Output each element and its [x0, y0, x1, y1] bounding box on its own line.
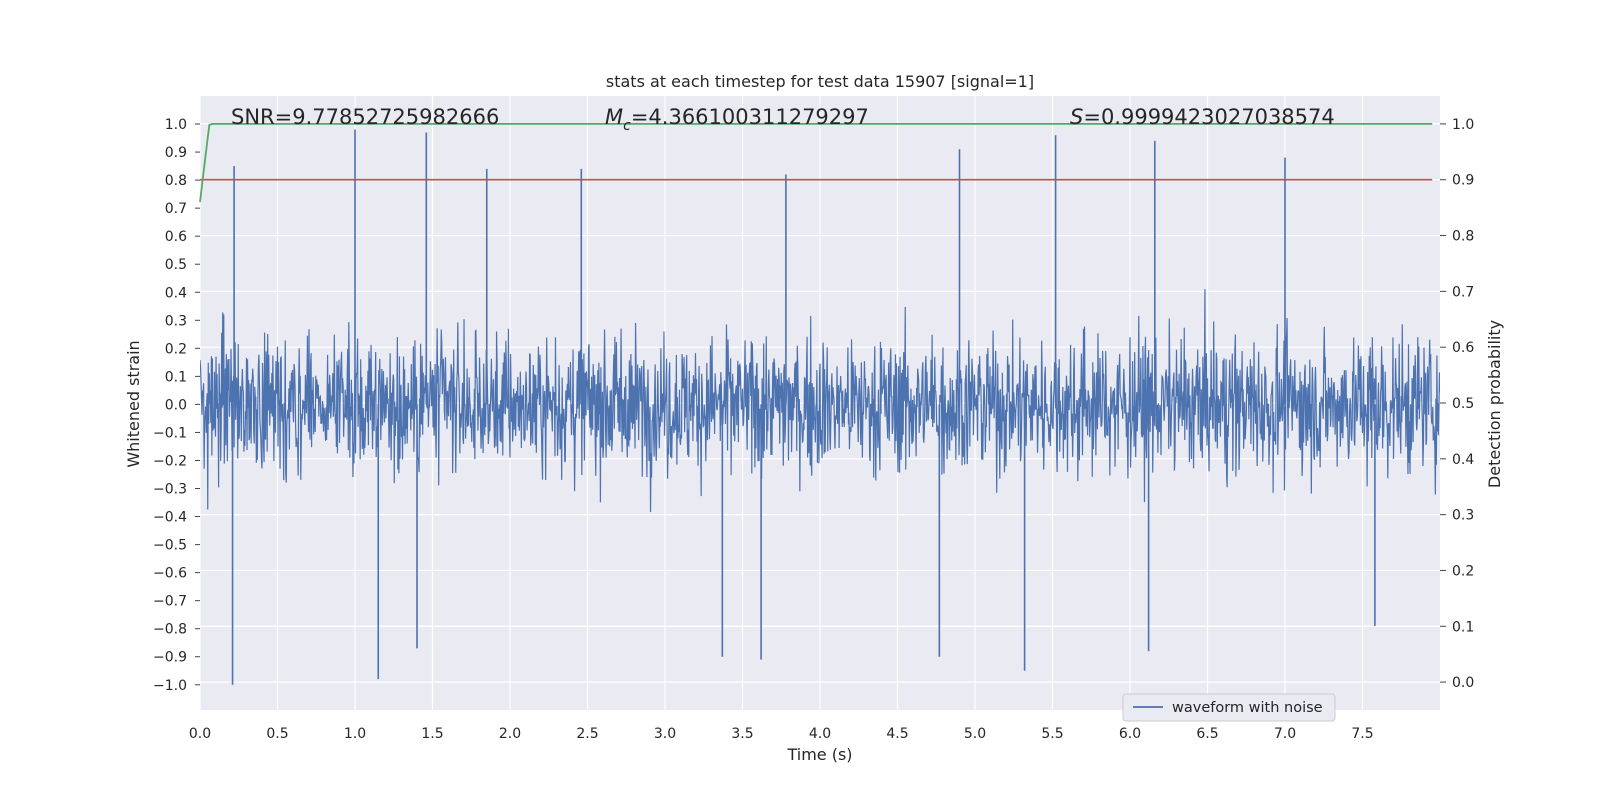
y-tick-label-18: −0.8 — [153, 622, 187, 638]
y-tick-label-8: 0.2 — [165, 341, 187, 357]
y-tick-label-9: 0.1 — [165, 369, 187, 385]
y-tick-label-4: 0.6 — [165, 229, 187, 245]
snr-annotation: SNR=9.77852725982666 — [231, 105, 499, 129]
y2-tick-label-7: 0.3 — [1452, 508, 1474, 524]
y-tick-label-5: 0.5 — [165, 257, 187, 273]
waveform-series-line — [200, 289, 1440, 513]
y-tick-label-16: −0.6 — [153, 566, 187, 582]
y2-tick-label-1: 0.9 — [1452, 173, 1474, 189]
x-tick-label-1: 0.5 — [266, 726, 288, 742]
y-tick-label-20: −1.0 — [153, 678, 187, 694]
y-tick-label-10: 0.0 — [165, 397, 187, 413]
y2-tick-label-5: 0.5 — [1452, 396, 1474, 412]
y2-tick-label-8: 0.2 — [1452, 563, 1474, 579]
legend-label-waveform: waveform with noise — [1172, 700, 1323, 716]
y-tick-label-0: 1.0 — [165, 117, 187, 133]
y2-tick-label-4: 0.6 — [1452, 340, 1474, 356]
y2-tick-label-2: 0.8 — [1452, 229, 1474, 245]
y-tick-label-3: 0.7 — [165, 201, 187, 217]
x-tick-label-8: 4.0 — [809, 726, 831, 742]
y2-tick-label-6: 0.4 — [1452, 452, 1474, 468]
y-tick-label-14: −0.4 — [153, 510, 187, 526]
y2-tick-label-9: 0.1 — [1452, 619, 1474, 635]
y2-tick-label-10: 0.0 — [1452, 675, 1474, 691]
chirp-mass-annotation: Mc=4.366100311279297 — [605, 105, 869, 134]
x-tick-label-3: 1.5 — [421, 726, 443, 742]
x-tick-label-13: 6.5 — [1196, 726, 1218, 742]
y-tick-label-6: 0.4 — [165, 285, 187, 301]
y2-tick-label-3: 0.7 — [1452, 284, 1474, 300]
x-tick-label-12: 6.0 — [1119, 726, 1141, 742]
y2-axis-label: Detection probability — [1485, 320, 1504, 488]
chart-title: stats at each timestep for test data 159… — [606, 72, 1034, 91]
y-tick-label-11: −0.1 — [153, 425, 187, 441]
x-tick-label-6: 3.0 — [654, 726, 676, 742]
x-tick-label-0: 0.0 — [189, 726, 211, 742]
y2-tick-label-0: 1.0 — [1452, 117, 1474, 133]
x-tick-label-11: 5.5 — [1041, 726, 1063, 742]
x-tick-label-5: 2.5 — [576, 726, 598, 742]
y-tick-label-7: 0.3 — [165, 313, 187, 329]
y2-axis-ticks: 1.0 0.9 0.8 0.7 0.6 0.5 0.4 0.3 0.2 0.1 0.0 — [1440, 117, 1474, 691]
y-axis-ticks: 1.0 0.9 0.8 0.7 0.6 0.5 0.4 0.3 0.2 0.1 0.0 −0.1 −0.… — [153, 117, 200, 694]
x-tick-label-9: 4.5 — [886, 726, 908, 742]
x-tick-label-7: 3.5 — [731, 726, 753, 742]
x-tick-label-4: 2.0 — [499, 726, 521, 742]
x-axis-ticks: 0.0 0.5 1.0 1.5 2.0 2.5 3.0 3.5 4.0 4.5 5.0 5.5 6.0 6… — [189, 726, 1374, 742]
y-tick-label-19: −0.9 — [153, 650, 187, 666]
legend: waveform with noise — [1122, 693, 1336, 722]
score-annotation: S=0.9999423027038574 — [1070, 105, 1335, 129]
y-tick-label-2: 0.8 — [165, 173, 187, 189]
x-tick-label-10: 5.0 — [964, 726, 986, 742]
x-tick-label-2: 1.0 — [344, 726, 366, 742]
legend-box — [1122, 693, 1336, 722]
waveform-spikes — [231, 129, 1376, 685]
y-tick-label-12: −0.2 — [153, 453, 187, 469]
x-tick-label-15: 7.5 — [1351, 726, 1373, 742]
y-tick-label-1: 0.9 — [165, 145, 187, 161]
x-tick-label-14: 7.0 — [1274, 726, 1296, 742]
detection-probability-series-line — [199, 123, 1433, 203]
y-axis-label: Whitened strain — [124, 340, 143, 467]
x-axis-label: Time (s) — [786, 745, 852, 764]
y-tick-label-17: −0.7 — [153, 594, 187, 610]
y-tick-label-15: −0.5 — [153, 538, 187, 554]
y-tick-label-13: −0.3 — [153, 482, 187, 498]
